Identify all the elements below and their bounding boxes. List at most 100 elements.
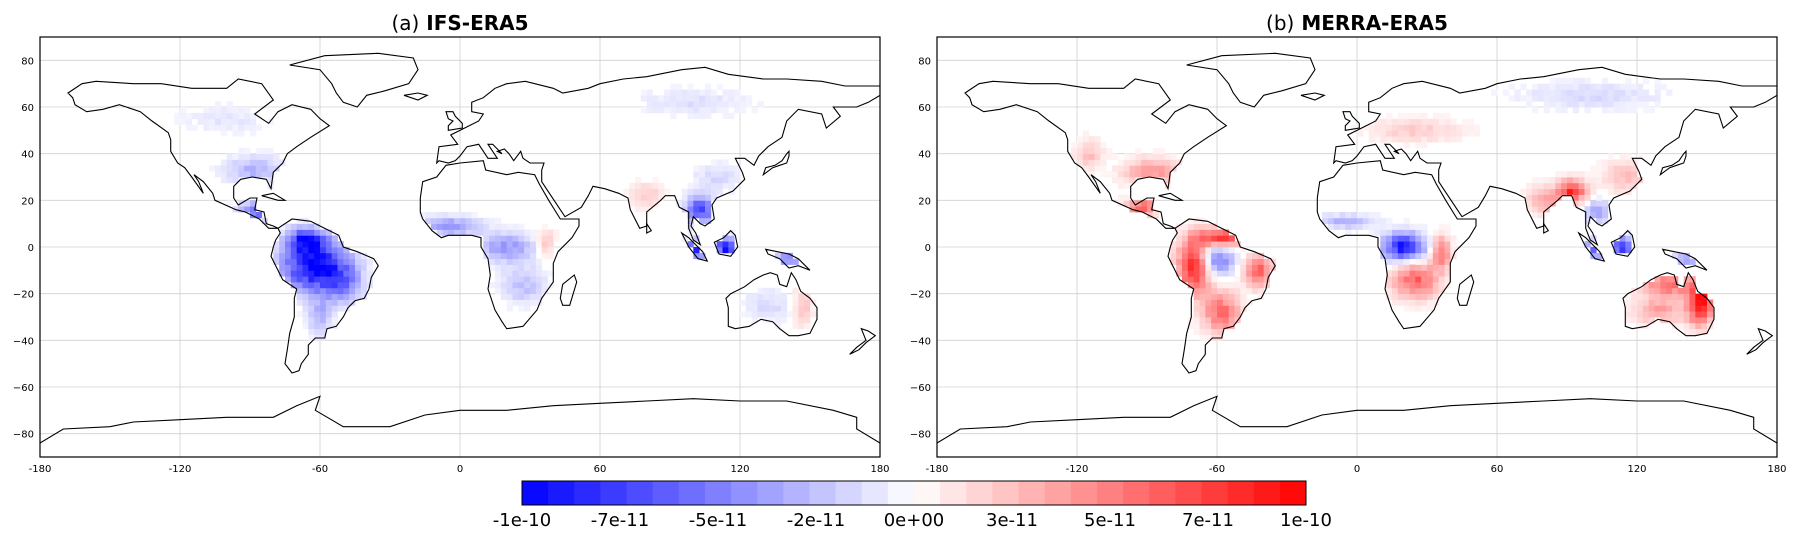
panel-a-cell	[308, 241, 315, 248]
panel-b-cell	[1152, 153, 1160, 160]
panel-a-cell	[314, 299, 321, 306]
panel-b-cell	[1415, 293, 1422, 300]
panel-b-cell	[1205, 252, 1212, 260]
panel-b-cell	[1520, 188, 1527, 195]
panel-a-cell	[495, 287, 502, 295]
panel-b-cell	[1403, 124, 1410, 131]
panel-b-cell	[1222, 287, 1230, 295]
panel-b-cell	[1526, 89, 1533, 96]
panel-a-cell	[238, 118, 245, 125]
panel-a-cell	[302, 293, 309, 300]
panel-b-cell	[1625, 299, 1632, 306]
panel-a-cell	[320, 322, 327, 330]
panel-b-cell	[1193, 247, 1200, 254]
panel-a-cell	[495, 282, 502, 289]
panel-b-cell	[1199, 252, 1206, 260]
panel-a-cell	[203, 107, 210, 114]
panel-b-cell	[1549, 200, 1556, 207]
panel-b-cell	[1117, 171, 1125, 178]
panel-a-cell	[314, 311, 321, 318]
panel-a-cell	[775, 311, 782, 318]
panel-a-cell	[693, 188, 700, 195]
panel-b-cell	[1631, 95, 1638, 102]
panel-a-cell	[716, 159, 723, 166]
panel-a-cell	[302, 322, 309, 330]
panel-a-cell	[535, 241, 543, 248]
panel-a-cell	[320, 328, 327, 335]
panel-b-title: (b) MERRA-ERA5	[1266, 11, 1448, 35]
panel-a-cell	[757, 101, 764, 108]
panel-b-cell	[1094, 136, 1101, 143]
panel-a-cell	[495, 235, 502, 242]
panel-a-cell	[745, 101, 753, 108]
panel-a-cell	[518, 287, 525, 295]
panel-b-coastline-greenland	[1186, 52, 1316, 108]
panel-b-cell	[1357, 130, 1364, 137]
panel-b-cell	[1444, 136, 1451, 143]
panel-a-coastline-sumatra	[680, 231, 709, 262]
panel-a-cell	[290, 282, 298, 289]
panel-b-cell	[1613, 171, 1620, 178]
panel-a-cell	[506, 264, 513, 271]
panel-b-cell	[1222, 293, 1230, 300]
panel-b-cell	[1584, 217, 1591, 225]
panel-a-cell	[664, 89, 671, 96]
panel-a-cell	[804, 311, 811, 318]
panel-a-cell	[197, 118, 204, 125]
panel-a-cell	[285, 235, 292, 242]
panel-b-cell	[1199, 293, 1206, 300]
panel-a-cell	[775, 317, 782, 324]
panel-a-cell	[349, 287, 356, 295]
panel-b-cell	[1152, 171, 1160, 178]
panel-b-cell	[1386, 112, 1393, 120]
panel-b-cell	[1211, 311, 1218, 318]
panel-a-cell	[331, 305, 338, 312]
panel-a-cell	[658, 107, 665, 114]
panel-a-cell	[535, 299, 543, 306]
panel-a-cell	[699, 89, 706, 96]
panel-a-cell	[518, 276, 525, 283]
panel-a-cell	[232, 130, 239, 137]
panel-a-cell	[658, 101, 665, 108]
panel-a-cell	[238, 171, 245, 178]
panel-a-cell	[646, 107, 653, 114]
panel-b-cell	[1695, 299, 1702, 306]
panel-b-cell	[1444, 229, 1451, 236]
panel-b-cell	[1222, 258, 1230, 265]
panel-b-cell	[1613, 89, 1620, 96]
panel-a-cell	[780, 258, 788, 265]
panel-b-y-tick-label: −40	[910, 336, 931, 347]
panel-a-cell	[751, 107, 758, 114]
panel-b-cell	[1222, 317, 1230, 324]
panel-b-cell	[1625, 153, 1632, 160]
panel-a-cell	[635, 182, 642, 190]
panel-b-cell	[1234, 293, 1241, 300]
panel-a-cell	[640, 200, 648, 207]
panel-a-cell	[226, 124, 233, 131]
panel-a-cell	[308, 252, 315, 260]
panel-b-cell	[1432, 247, 1440, 254]
panel-b-cell	[1602, 212, 1609, 219]
panel-a-cell	[681, 95, 688, 102]
panel-a-cell	[320, 252, 327, 260]
panel-b-cell	[1339, 217, 1346, 225]
panel-b-cell	[1409, 247, 1416, 254]
panel-b-cell	[1427, 241, 1434, 248]
panel-b-cell	[1374, 223, 1381, 230]
panel-a-cell	[769, 299, 776, 306]
panel-a-cell	[675, 200, 683, 207]
panel-a-cell	[483, 229, 490, 236]
panel-a-cell	[804, 299, 811, 306]
panel-b-cell	[1199, 299, 1206, 306]
panel-a-cell	[734, 95, 741, 102]
panel-b-cell	[1549, 188, 1556, 195]
panel-b-cell	[1397, 258, 1405, 265]
panel-b-cell	[1403, 112, 1410, 120]
panel-a-cell	[337, 241, 344, 248]
panel-b-cell	[1397, 264, 1405, 271]
panel-a-cell	[810, 305, 817, 312]
panel-a-cell	[699, 200, 706, 207]
panel-b-cell	[1199, 311, 1206, 318]
panel-a-cell	[331, 287, 338, 295]
panel-b-cell	[1345, 223, 1352, 230]
